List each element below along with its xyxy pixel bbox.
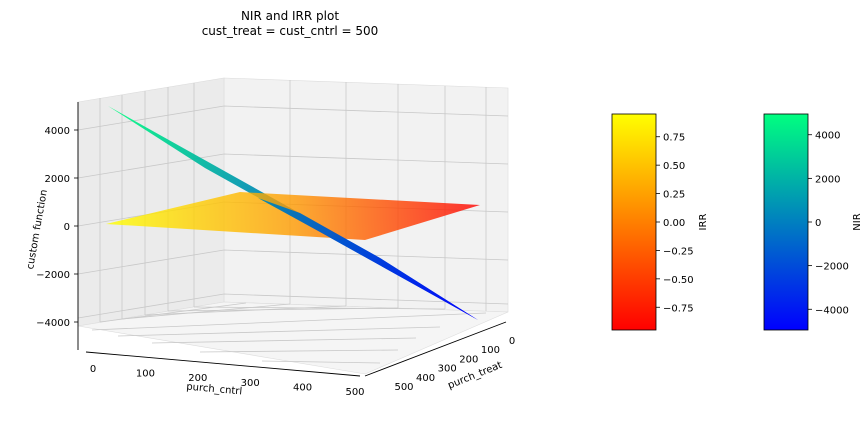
grid-lines	[77, 80, 509, 364]
z-tick-label: 2000	[45, 174, 70, 185]
colorbar-tick-label: −0.75	[663, 303, 694, 314]
z-tick-label: −4000	[36, 318, 70, 329]
z-tick-label: 0	[64, 222, 70, 233]
colorbar-nir-gradient	[763, 113, 809, 331]
y-tick-label: 0	[509, 336, 515, 347]
chart-subtitle: cust_treat = cust_cntrl = 500	[202, 24, 379, 38]
x-tick-label: 500	[345, 387, 364, 398]
colorbar-tick-label: −0.50	[663, 275, 694, 286]
surfaces	[106, 106, 480, 320]
colorbar-tick-label: 0.25	[663, 190, 685, 201]
y-tick-label: 100	[481, 345, 500, 356]
z-tick-label: −2000	[36, 270, 70, 281]
floor-pane	[77, 301, 509, 375]
colorbar-tick-label: −0.25	[663, 246, 694, 257]
colorbar-tick-label: 0.75	[663, 133, 685, 144]
colorbar-tick-label: 2000	[815, 174, 840, 185]
colorbar-irr: −0.75 −0.50 −0.25 0.00 0.25 0.50 0.75 IRR	[611, 113, 709, 331]
colorbar-tick-label: −2000	[815, 262, 849, 273]
x-tick-label: 0	[90, 364, 96, 375]
y-tick-label: 300	[438, 364, 457, 375]
axes-panes	[77, 77, 509, 375]
colorbar-tick-label: 0.00	[663, 218, 685, 229]
y-axis-line	[364, 321, 507, 377]
x-axis-label: purch_cntrl	[186, 382, 243, 398]
x-tick-label: 200	[188, 373, 207, 384]
x-tick-label: 100	[136, 369, 155, 380]
y-tick-label: 400	[416, 373, 435, 384]
z-tick-label: 4000	[45, 126, 70, 137]
colorbar-nir-label: NIR	[852, 213, 863, 230]
y-tick-label: 500	[394, 382, 413, 393]
colorbar-tick-label: 0	[815, 218, 821, 229]
x-axis: 0 100 200 300 400 500 purch_cntrl	[90, 364, 365, 398]
colorbar-tick-label: 4000	[815, 131, 840, 142]
z-axis-label: custom function	[25, 189, 50, 271]
x-tick-label: 400	[293, 382, 312, 393]
z-axis: −4000 −2000 0 2000 4000 custom function	[25, 126, 78, 329]
colorbar-nir: −4000 −2000 0 2000 4000 NIR	[763, 113, 863, 331]
colorbar-tick-label: 0.50	[663, 161, 685, 172]
colorbar-irr-label: IRR	[698, 214, 709, 231]
chart-title: NIR and IRR plot	[241, 9, 339, 23]
x-tick-label: 300	[241, 378, 260, 389]
colorbar-irr-gradient	[611, 113, 657, 331]
y-tick-label: 200	[459, 354, 478, 365]
colorbar-tick-label: −4000	[815, 305, 849, 316]
x-axis-line	[85, 351, 361, 377]
